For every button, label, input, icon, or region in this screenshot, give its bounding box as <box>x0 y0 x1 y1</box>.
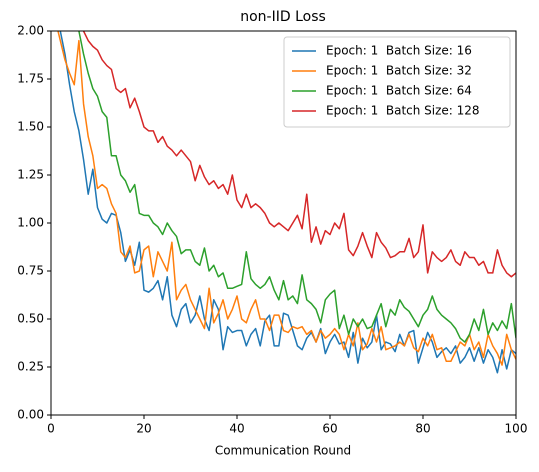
y-tick-label: 1.50 <box>17 120 44 134</box>
series-line <box>57 31 516 366</box>
x-tick-label: 100 <box>505 422 528 436</box>
legend-label: Epoch: 1 Batch Size: 128 <box>326 104 480 118</box>
chart-title: non-IID Loss <box>240 9 326 25</box>
x-tick-label: 80 <box>415 422 430 436</box>
series-line <box>82 31 516 278</box>
x-tick-label: 60 <box>322 422 337 436</box>
legend: Epoch: 1 Batch Size: 16 Epoch: 1 Batch Si… <box>283 36 511 128</box>
x-axis-label: Communication Round <box>215 444 351 458</box>
legend-label: Epoch: 1 Batch Size: 16 <box>326 44 472 58</box>
x-tick-label: 40 <box>229 422 244 436</box>
y-tick-label: 0.75 <box>17 264 44 278</box>
y-tick-label: 1.25 <box>17 168 44 182</box>
x-tick-label: 0 <box>47 422 55 436</box>
y-tick-label: 2.00 <box>17 24 44 38</box>
y-tick-label: 1.00 <box>17 216 44 230</box>
series-line <box>77 31 516 343</box>
x-tick-label: 20 <box>136 422 151 436</box>
y-tick-label: 0.25 <box>17 360 44 374</box>
legend-label: Epoch: 1 Batch Size: 64 <box>326 84 472 98</box>
legend-box <box>283 36 511 128</box>
y-tick-label: 0.00 <box>17 408 44 422</box>
y-tick-label: 1.75 <box>17 72 44 86</box>
plot-lines <box>57 31 516 374</box>
legend-label: Epoch: 1 Batch Size: 32 <box>326 64 472 78</box>
y-tick-label: 0.50 <box>17 312 44 326</box>
